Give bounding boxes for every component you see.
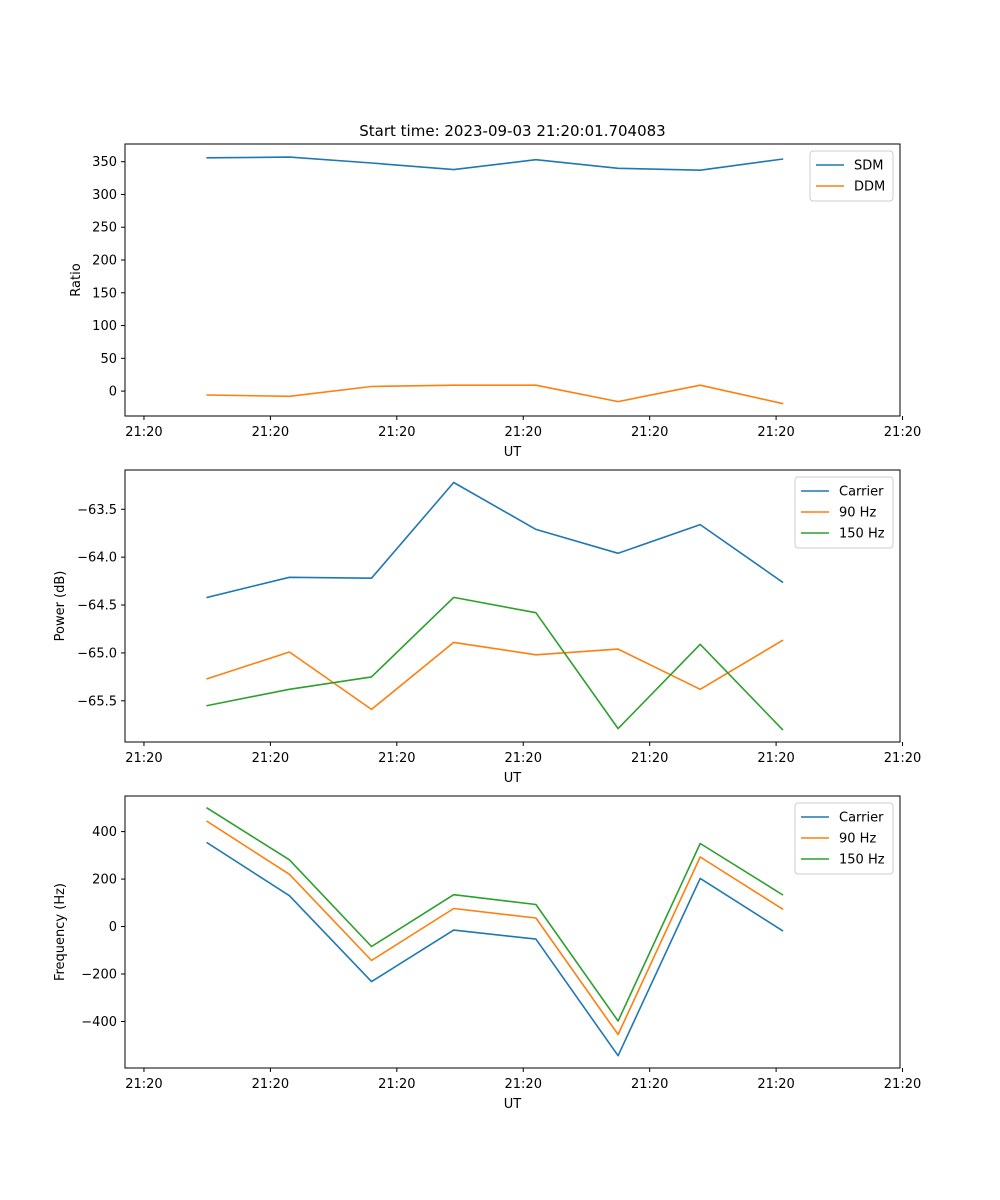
y-tick-label: −400 — [81, 1015, 117, 1030]
legend-label: Carrier — [839, 811, 884, 826]
y-tick-label: 150 — [92, 286, 117, 301]
axes-frame — [124, 469, 901, 743]
x-tick-label: 21:20 — [378, 751, 415, 766]
y-tick-label: 0 — [109, 920, 117, 935]
y-tick-label: −65.5 — [77, 694, 117, 709]
y-axis-label: Ratio — [69, 263, 84, 296]
legend-label: 150 Hz — [839, 527, 885, 542]
x-tick-label: 21:20 — [252, 425, 289, 440]
y-tick-label: 350 — [92, 155, 117, 170]
legend-label: DDM — [854, 180, 885, 195]
x-tick-label: 21:20 — [378, 425, 415, 440]
series-line-90-hz — [206, 639, 784, 711]
x-tick-label: 21:20 — [252, 1077, 289, 1092]
x-tick-label: 21:20 — [631, 751, 668, 766]
legend-box — [794, 802, 894, 875]
x-tick-label: 21:20 — [884, 751, 921, 766]
x-tick-label: 21:20 — [125, 425, 162, 440]
x-tick-label: 21:20 — [884, 1077, 921, 1092]
chart-panel-2: 21:20 21:20 21:20 21:20 21:20 21:20 21:20 −65.5… — [53, 469, 921, 786]
series-line-150-hz — [206, 596, 784, 731]
legend-box — [794, 476, 894, 549]
legend-label: 90 Hz — [839, 832, 876, 847]
legend-box — [809, 150, 894, 202]
legend: Carrier 90 Hz 150 Hz — [794, 802, 894, 875]
y-tick-label: 400 — [92, 825, 117, 840]
series-line-ddm — [206, 384, 784, 405]
x-tick-label: 21:20 — [252, 751, 289, 766]
y-tick-label: −63.5 — [77, 503, 117, 518]
y-tick-label: −64.5 — [77, 599, 117, 614]
axes-frame — [124, 795, 901, 1069]
y-tick-label: 200 — [92, 254, 117, 269]
y-tick-label: 100 — [92, 319, 117, 334]
legend: SDM DDM — [809, 150, 894, 202]
series-line-90-hz — [206, 820, 784, 1036]
x-axis-label: UT — [504, 445, 522, 460]
x-tick-label: 21:20 — [505, 751, 542, 766]
y-axis-label: Frequency (Hz) — [53, 883, 68, 981]
legend-label: SDM — [854, 159, 883, 174]
x-tick-label: 21:20 — [378, 1077, 415, 1092]
series-line-carrier — [206, 481, 784, 599]
x-tick-label: 21:20 — [757, 1077, 794, 1092]
y-tick-label: 250 — [92, 221, 117, 236]
chart-panel-3: 21:20 21:20 21:20 21:20 21:20 21:20 21:20 −400 −… — [53, 795, 921, 1112]
y-tick-label: 300 — [92, 188, 117, 203]
y-tick-label: −200 — [81, 968, 117, 983]
y-axis-label: Power (dB) — [53, 571, 68, 642]
x-tick-label: 21:20 — [631, 425, 668, 440]
figure-title: Start time: 2023-09-03 21:20:01.704083 — [359, 122, 665, 140]
x-tick-label: 21:20 — [757, 425, 794, 440]
y-tick-label: −64.0 — [77, 551, 117, 566]
series-line-carrier — [206, 841, 784, 1057]
legend: Carrier 90 Hz 150 Hz — [794, 476, 894, 549]
y-tick-label: 50 — [100, 352, 117, 367]
x-tick-label: 21:20 — [125, 1077, 162, 1092]
x-tick-label: 21:20 — [757, 751, 794, 766]
x-tick-label: 21:20 — [125, 751, 162, 766]
x-tick-label: 21:20 — [631, 1077, 668, 1092]
series-line-sdm — [206, 156, 784, 171]
axes-frame — [124, 143, 901, 417]
x-axis-label: UT — [504, 1097, 522, 1112]
y-tick-label: 0 — [109, 385, 117, 400]
series-line-150-hz — [206, 806, 784, 1022]
x-tick-label: 21:20 — [505, 425, 542, 440]
chart-panel-1: 21:20 21:20 21:20 21:20 21:20 21:20 21:20 0 50 10… — [69, 143, 921, 460]
legend-label: Carrier — [839, 485, 884, 500]
x-axis-label: UT — [504, 771, 522, 786]
legend-label: 90 Hz — [839, 506, 876, 521]
legend-label: 150 Hz — [839, 853, 885, 868]
x-tick-label: 21:20 — [884, 425, 921, 440]
y-tick-label: −65.0 — [77, 646, 117, 661]
y-tick-label: 200 — [92, 873, 117, 888]
x-tick-label: 21:20 — [505, 1077, 542, 1092]
